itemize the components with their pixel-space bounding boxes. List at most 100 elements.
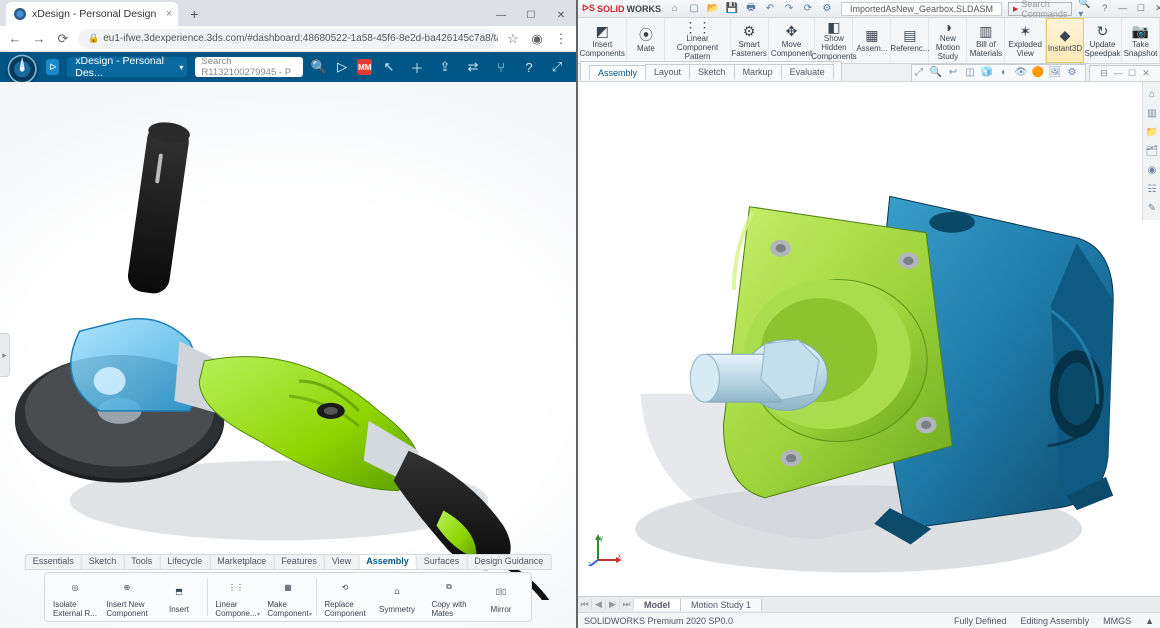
ribbon-button[interactable]: ⋮⋮Linear Component Pattern — [665, 18, 730, 63]
undo-icon[interactable]: ↶ — [762, 2, 778, 16]
scene-icon[interactable]: 🖼 — [1048, 65, 1062, 79]
new-icon[interactable]: ▢ — [686, 2, 702, 16]
ribbon-button[interactable]: ◆Instant3D — [1046, 18, 1084, 63]
xd-tab[interactable]: Lifecycle — [160, 555, 210, 569]
user-badge[interactable]: MM — [357, 59, 372, 75]
help-icon[interactable]: ? — [520, 58, 538, 76]
ribbon-button[interactable]: ▤Referenc... — [891, 18, 929, 63]
display-style-icon[interactable]: ◐ — [997, 65, 1011, 79]
ribbon-button[interactable]: ✶Exploded View — [1005, 18, 1046, 63]
xd-tab[interactable]: Features — [274, 555, 325, 569]
ribbon-button[interactable]: ⦿Mate — [627, 18, 665, 63]
hide-show-icon[interactable]: 👁 — [1014, 65, 1028, 79]
xd-viewport[interactable]: ▸ — [0, 82, 576, 628]
zoom-fit-icon[interactable]: ⤢ — [912, 65, 926, 79]
zoom-area-icon[interactable]: 🔍 — [929, 65, 943, 79]
cm-tab[interactable]: Evaluate — [781, 64, 834, 79]
minimize-icon[interactable]: — — [486, 4, 516, 26]
chrome-tab[interactable]: xDesign - Personal Design × — [6, 2, 178, 26]
section-icon[interactable]: ◫ — [963, 65, 977, 79]
view-settings-icon[interactable]: ⚙ — [1065, 65, 1079, 79]
document-name[interactable]: ImportedAsNew_Gearbox.SLDASM — [841, 2, 1002, 16]
design-lib-icon[interactable]: ▥ — [1144, 105, 1160, 121]
home-icon[interactable]: ⌂ — [667, 2, 683, 16]
cm-tab[interactable]: Assembly — [589, 65, 646, 80]
ribbon-button[interactable]: ◧Show HiddenComponents — [815, 18, 853, 63]
add-icon[interactable]: ＋ — [408, 58, 426, 76]
prev-view-icon[interactable]: ↩ — [946, 65, 960, 79]
ribbon-button[interactable]: ⚙SmartFasteners — [731, 18, 769, 63]
forum-icon[interactable]: ✎ — [1144, 200, 1160, 216]
ds-logo-icon[interactable]: ᐅ — [46, 59, 59, 75]
help-icon[interactable]: ? — [1097, 3, 1113, 14]
xd-tab[interactable]: Sketch — [82, 555, 125, 569]
ribbon-button[interactable]: ↻UpdateSpeedpak — [1084, 18, 1122, 63]
ribbon-button[interactable]: ✥Move Component — [769, 18, 816, 63]
appearances-icon[interactable]: ◉ — [1144, 162, 1160, 178]
print-icon[interactable]: 🖶 — [743, 2, 759, 16]
xd-cmd-button[interactable]: ▯|▯Mirror — [475, 574, 527, 620]
cm-tab[interactable]: Sketch — [689, 64, 735, 79]
options-icon[interactable]: ⚙ — [819, 2, 835, 16]
appearance-icon[interactable]: 🟠 — [1031, 65, 1045, 79]
xd-tab[interactable]: Tools — [124, 555, 160, 569]
reload-icon[interactable]: ⟳ — [54, 30, 72, 48]
xd-cmd-button[interactable]: ⧉Copy withMates — [423, 574, 475, 620]
bookmark-icon[interactable]: ☆ — [504, 30, 522, 48]
branch-icon[interactable]: ⑂ — [492, 58, 510, 76]
play-icon[interactable]: ▷ — [335, 58, 350, 76]
mdi-max-icon[interactable]: ☐ — [1126, 68, 1138, 79]
xd-tab[interactable]: Essentials — [26, 555, 82, 569]
xd-cmd-button[interactable]: ◎IsolateExternal R... — [49, 574, 101, 620]
tab-close-icon[interactable]: × — [166, 8, 172, 20]
maximize-icon[interactable]: ☐ — [516, 4, 546, 26]
xd-tab[interactable]: Design Guidance — [467, 555, 550, 569]
xd-cmd-button[interactable]: ⟲ReplaceComponent — [319, 574, 371, 620]
xd-cmd-button[interactable]: ⋮⋮LinearCompone...▾ — [210, 574, 262, 620]
cm-tab[interactable]: Markup — [734, 64, 782, 79]
xd-tab[interactable]: Marketplace — [210, 555, 274, 569]
file-explorer-icon[interactable]: 📁 — [1144, 124, 1160, 140]
profile-icon[interactable]: ◉ — [528, 30, 546, 48]
ribbon-button[interactable]: ◩Insert Components — [578, 18, 627, 63]
view-triad[interactable]: yxz — [588, 532, 624, 568]
mdi-close-icon[interactable]: ✕ — [1140, 68, 1152, 79]
upload-icon[interactable]: ⇪ — [436, 58, 454, 76]
ribbon-button[interactable]: ▦Assem... — [853, 18, 891, 63]
sw-viewport[interactable]: yxz ⌂ ▥ 📁 🗂 ◉ ☷ ✎ — [578, 82, 1160, 596]
address-bar[interactable]: 🔒 eu1-ifwe.3dexperience.3ds.com/#dashboa… — [78, 29, 498, 49]
resources-icon[interactable]: ⌂ — [1144, 86, 1160, 102]
cm-tab[interactable]: Layout — [645, 64, 690, 79]
xd-tab[interactable]: View — [325, 555, 359, 569]
new-tab-button[interactable]: + — [184, 4, 204, 24]
ribbon-button[interactable]: 📷TakeSnapshot — [1122, 18, 1160, 63]
save-icon[interactable]: 💾 — [724, 2, 740, 16]
expand-icon[interactable]: ⤢ — [548, 58, 566, 76]
mdi-min-icon[interactable]: — — [1112, 68, 1124, 79]
close-icon[interactable]: ✕ — [546, 4, 576, 26]
xd-tab[interactable]: Assembly — [359, 555, 417, 569]
app-title-dropdown[interactable]: xDesign - Personal Des... — [67, 57, 187, 77]
mdi-dock-icon[interactable]: ⊟ — [1098, 68, 1110, 79]
xd-cmd-button[interactable]: ⊕Insert NewComponent — [101, 574, 153, 620]
redo-icon[interactable]: ↷ — [781, 2, 797, 16]
rebuild-icon[interactable]: ⟳ — [800, 2, 816, 16]
nav-back-icon[interactable]: ← — [6, 30, 24, 48]
xd-cmd-button[interactable]: ▦MakeComponent▾ — [262, 574, 314, 620]
open-icon[interactable]: 📂 — [705, 2, 721, 16]
ribbon-button[interactable]: ▥Bill ofMaterials — [967, 18, 1005, 63]
xd-cmd-button[interactable]: ⬒Insert — [153, 574, 205, 620]
xd-cmd-button[interactable]: ⩍Symmetry — [371, 574, 423, 620]
close-icon[interactable]: ✕ — [1151, 3, 1160, 14]
sw-search-input[interactable]: Search Commands — [1008, 2, 1072, 16]
maximize-icon[interactable]: ☐ — [1133, 3, 1149, 14]
ribbon-button[interactable]: ◑New MotionStudy — [929, 18, 967, 63]
view-orient-icon[interactable]: 🧊 — [980, 65, 994, 79]
chrome-menu-icon[interactable]: ⋮ — [552, 30, 570, 48]
custom-props-icon[interactable]: ☷ — [1144, 181, 1160, 197]
search-go-icon[interactable]: 🔍▾ — [1078, 0, 1090, 20]
search-icon[interactable]: 🔍 — [311, 58, 327, 76]
minimize-icon[interactable]: — — [1115, 3, 1131, 14]
view-palette-icon[interactable]: 🗂 — [1144, 143, 1160, 159]
cursor-icon[interactable]: ↖ — [380, 58, 398, 76]
